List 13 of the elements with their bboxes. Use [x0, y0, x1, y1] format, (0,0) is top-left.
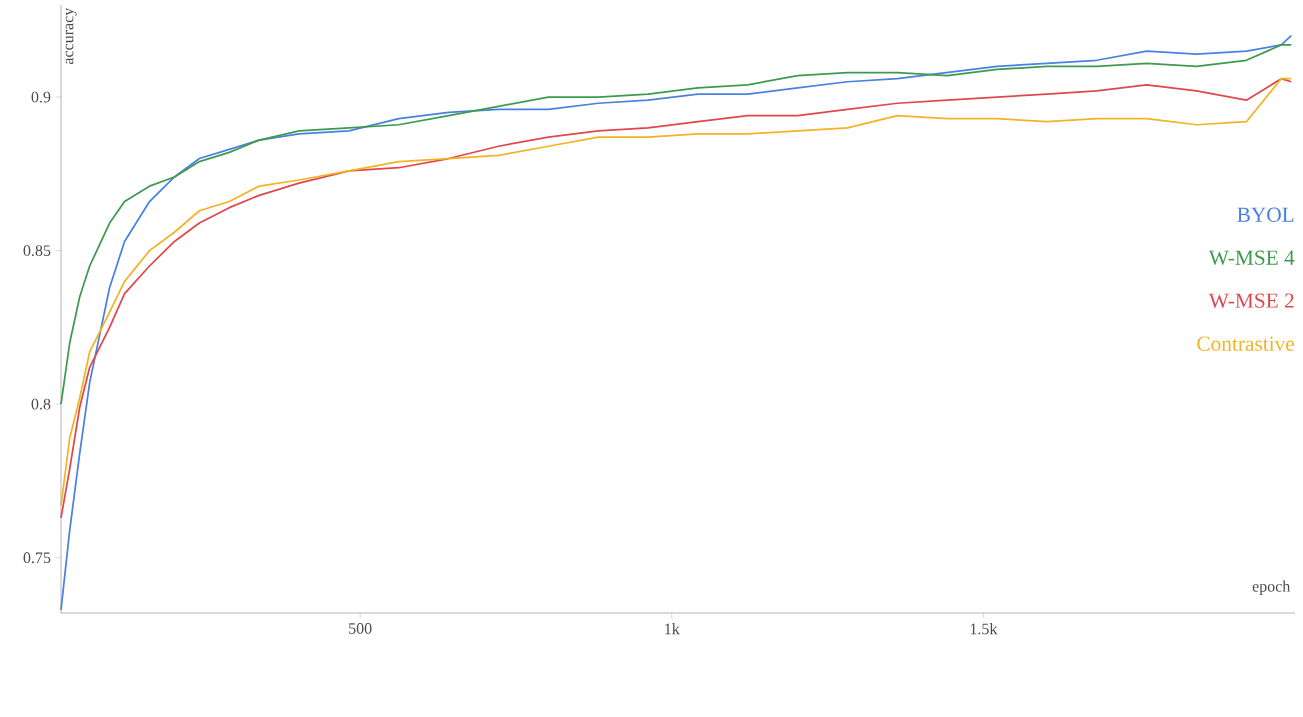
- text: W-MSE 2: [1208, 293, 1294, 308]
- y-axis-title: accuracy: [65, 7, 77, 65]
- x-tick-label: 1k: [665, 623, 680, 635]
- text: Contrastive: [1197, 336, 1294, 351]
- y-tick-label: 0.85: [23, 245, 51, 257]
- y-tick-label: 0.75: [23, 552, 51, 564]
- y-tick-label: 0.9: [31, 91, 51, 103]
- text: BYOL: [1237, 207, 1294, 222]
- x-axis-title: epoch: [1252, 580, 1291, 595]
- x-tick-label: 1.5k: [970, 623, 998, 635]
- y-tick-label: 0.8: [31, 398, 51, 410]
- text: W-MSE 4: [1208, 250, 1295, 265]
- x-tick-label: 500: [349, 623, 372, 634]
